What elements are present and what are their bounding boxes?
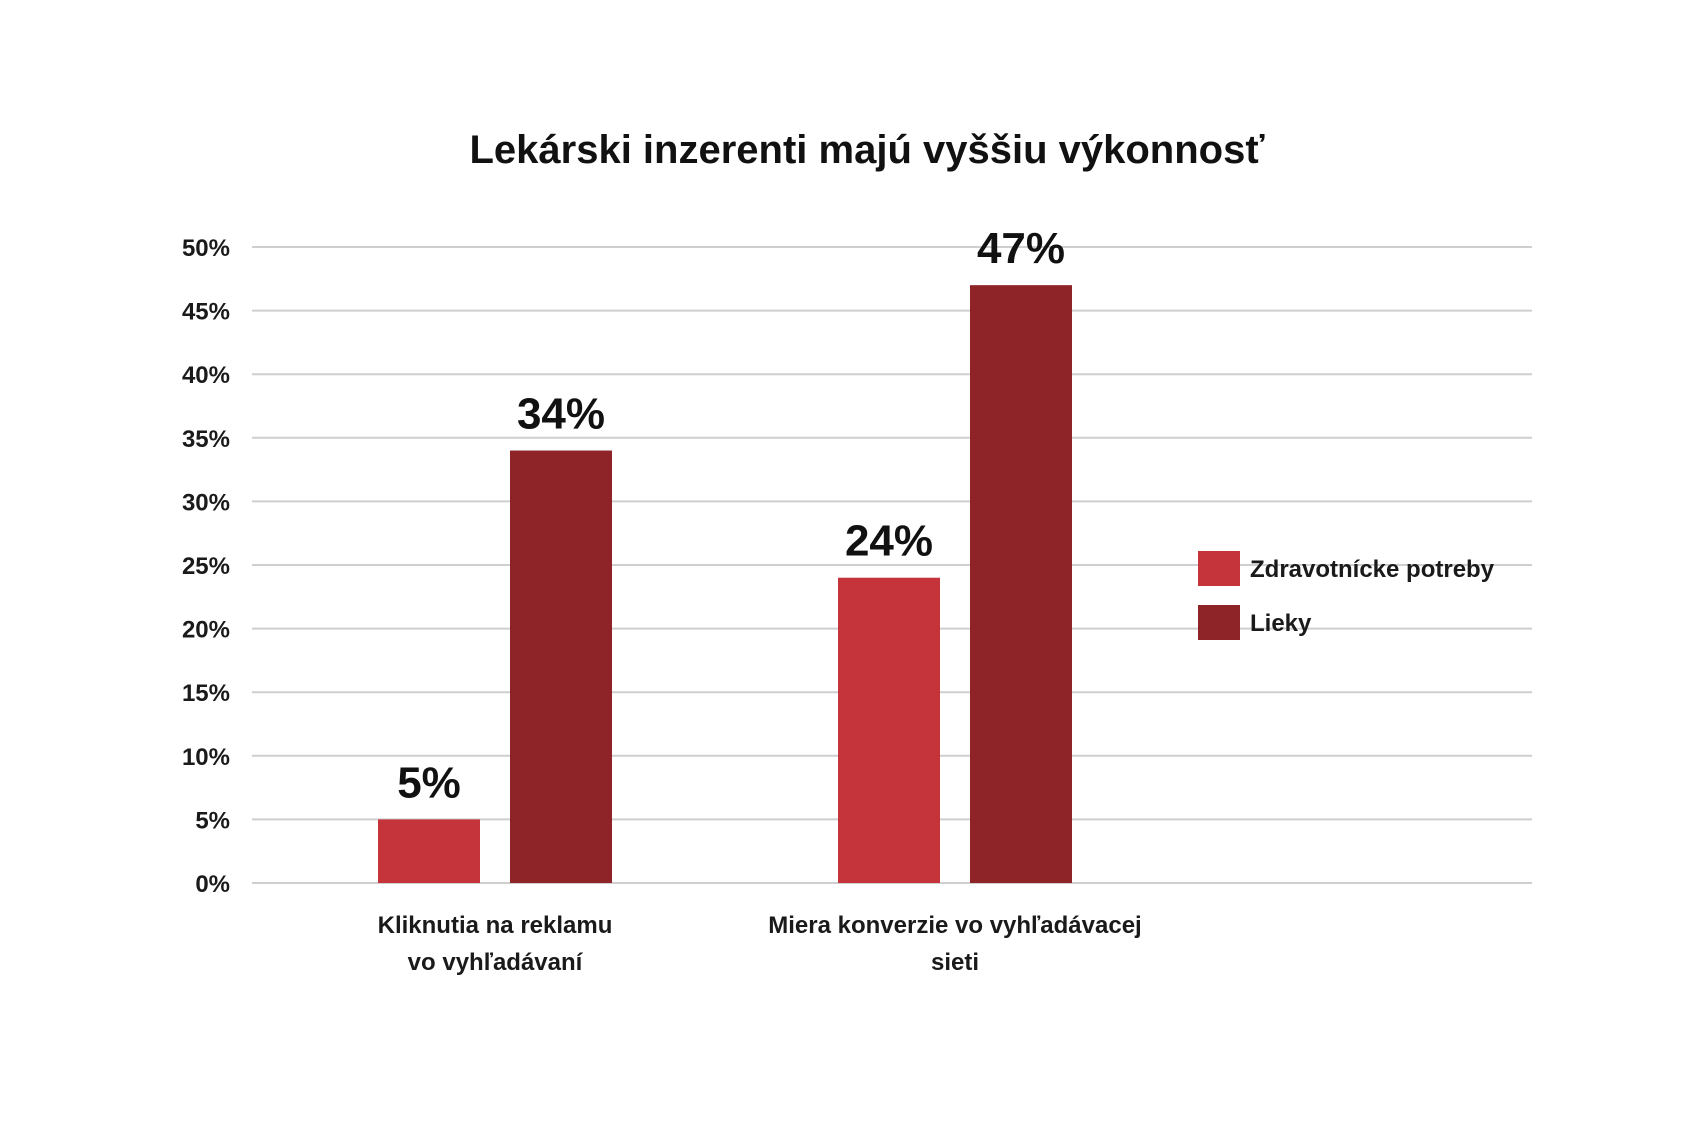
y-tick-label-20: 20% <box>182 617 230 644</box>
data-label-series0-cat0: 5% <box>397 758 461 807</box>
data-label-series0-cat1: 24% <box>845 517 933 566</box>
y-tick-label-0: 0% <box>195 871 230 898</box>
legend-swatch-lieky <box>1198 605 1240 640</box>
y-tick-label-45: 45% <box>182 299 230 326</box>
x-axis-category-labels: Kliknutia na reklamu vo vyhľadávaní Miera … <box>378 912 1142 976</box>
legend-swatch-zdravotnicke-potreby <box>1198 551 1240 586</box>
y-tick-label-5: 5% <box>195 807 230 834</box>
y-tick-label-25: 25% <box>182 553 230 580</box>
x-category-label-0-line-0: Kliknutia na reklamu <box>378 912 613 939</box>
data-labels: 5% 24% 34% 47% <box>397 224 1065 807</box>
chart-title: Lekárski inzerenti majú vyššiu výkonnosť <box>469 128 1265 172</box>
x-category-label-0-line-1: vo vyhľadávaní <box>408 949 584 976</box>
legend-label-lieky: Lieky <box>1250 610 1312 637</box>
bar-series0-cat1 <box>838 577 940 883</box>
x-category-label-1-line-1: sieti <box>931 949 979 976</box>
y-tick-label-35: 35% <box>182 426 230 453</box>
y-axis-tick-labels: 0% 5% 10% 15% 20% 25% 30% 35% 40% 45% 50% <box>182 235 230 898</box>
y-tick-label-50: 50% <box>182 235 230 262</box>
data-label-series1-cat1: 47% <box>977 224 1065 273</box>
bars <box>378 285 1072 883</box>
legend: Zdravotnícke potreby Lieky <box>1198 551 1495 640</box>
data-label-series1-cat0: 34% <box>517 390 605 439</box>
y-tick-label-10: 10% <box>182 744 230 771</box>
y-tick-label-30: 30% <box>182 489 230 516</box>
x-category-label-1-line-0: Miera konverzie vo vyhľadávacej <box>768 912 1141 939</box>
legend-item-zdravotnicke-potreby: Zdravotnícke potreby <box>1198 551 1495 586</box>
bar-series1-cat0 <box>510 450 612 883</box>
bar-series0-cat0 <box>378 819 480 883</box>
y-tick-label-40: 40% <box>182 362 230 389</box>
y-tick-label-15: 15% <box>182 680 230 707</box>
legend-label-zdravotnicke-potreby: Zdravotnícke potreby <box>1250 556 1495 583</box>
legend-item-lieky: Lieky <box>1198 605 1312 640</box>
bar-series1-cat1 <box>970 285 1072 883</box>
